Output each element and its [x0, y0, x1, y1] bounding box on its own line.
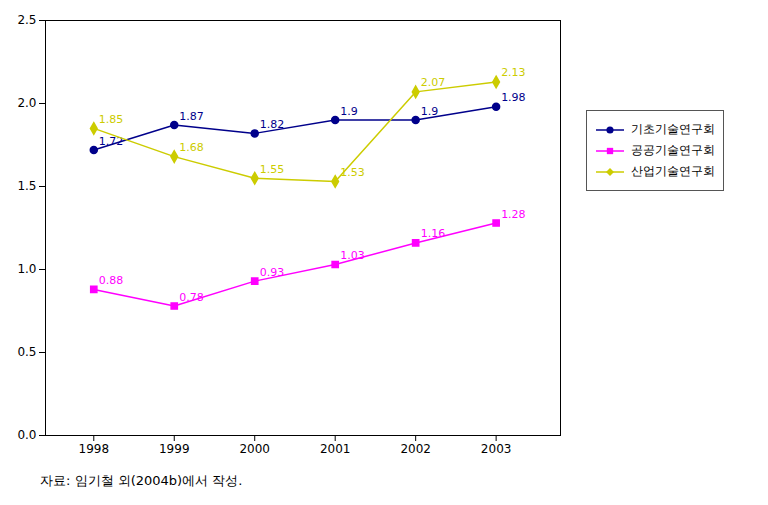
svg-text:1.87: 1.87	[179, 110, 204, 123]
svg-text:2.5: 2.5	[17, 13, 36, 27]
svg-text:2001: 2001	[320, 442, 351, 456]
html-text:공공기술연구회: 공공기술연구회	[631, 143, 715, 157]
svg-text:2.0: 2.0	[17, 96, 36, 110]
html-text:기초기술연구회: 기초기술연구회	[631, 122, 715, 136]
svg-text:0.78: 0.78	[179, 291, 204, 304]
svg-text:0.88: 0.88	[99, 274, 124, 287]
svg-text:2.07: 2.07	[421, 76, 446, 89]
svg-text:0.0: 0.0	[17, 428, 36, 442]
svg-text:1.9: 1.9	[421, 105, 439, 118]
svg-text:1.72: 1.72	[99, 135, 124, 148]
svg-text:1.03: 1.03	[340, 249, 365, 262]
svg-text:2.13: 2.13	[501, 66, 526, 79]
svg-text:1.98: 1.98	[501, 91, 526, 104]
svg-text:1998: 1998	[79, 442, 110, 456]
svg-text:1.85: 1.85	[99, 113, 124, 126]
svg-text:1.55: 1.55	[260, 163, 285, 176]
svg-text:1.53: 1.53	[340, 166, 365, 179]
svg-text:1.5: 1.5	[17, 179, 36, 193]
html-text:산업기술연구회: 산업기술연구회	[631, 164, 715, 178]
svg-text:1.16: 1.16	[421, 227, 446, 240]
svg-text:1.28: 1.28	[501, 208, 526, 221]
svg-text:0.93: 0.93	[260, 266, 285, 279]
svg-text:1.82: 1.82	[260, 118, 285, 131]
svg-text:1.68: 1.68	[179, 141, 204, 154]
svg-text:2000: 2000	[239, 442, 270, 456]
svg-text:1999: 1999	[159, 442, 190, 456]
html-text:자료: 임기철 외(2004b)에서 작성.: 자료: 임기철 외(2004b)에서 작성.	[40, 473, 243, 488]
svg-text:2002: 2002	[400, 442, 431, 456]
svg-text:0.5: 0.5	[17, 345, 36, 359]
svg-text:2003: 2003	[481, 442, 512, 456]
svg-text:1.9: 1.9	[340, 105, 358, 118]
svg-text:1.0: 1.0	[17, 262, 36, 276]
